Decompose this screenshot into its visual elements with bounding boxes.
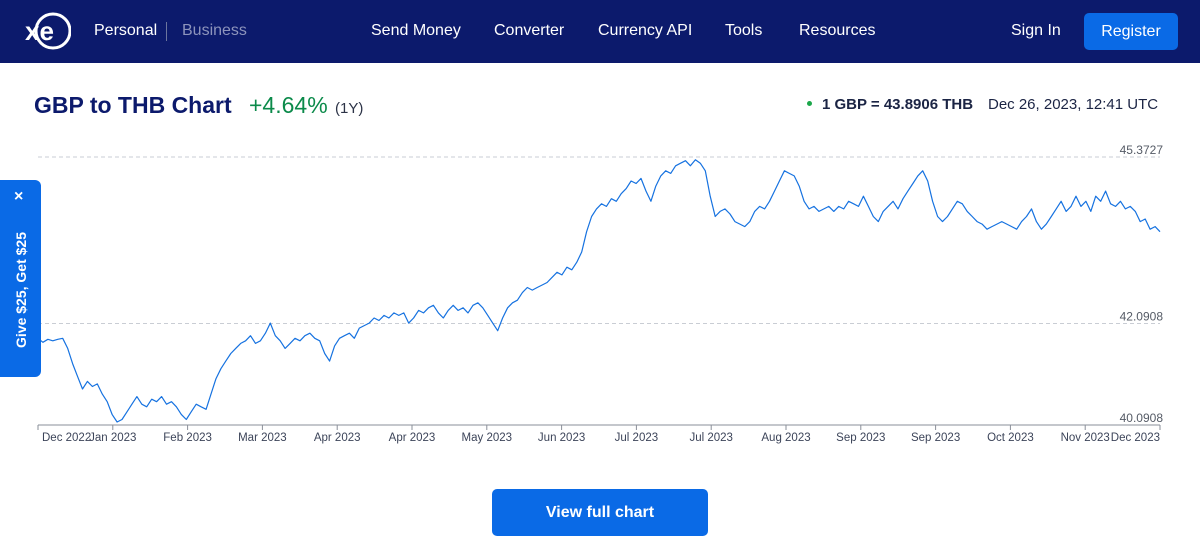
x-tick-label: Jul 2023 <box>615 432 658 444</box>
nav-divider <box>166 22 167 41</box>
chart-title: GBP to THB Chart <box>34 92 232 118</box>
y-tick-label: 40.0908 <box>1120 411 1164 425</box>
nav-tools[interactable]: Tools <box>725 22 763 39</box>
promo-text[interactable]: Give $25, Get $25 <box>13 232 29 348</box>
nav-business[interactable]: Business <box>182 22 247 39</box>
x-tick-label: Jul 2023 <box>689 432 732 444</box>
x-tick-label: Feb 2023 <box>163 432 212 444</box>
y-axis-labels: 40.0908 42.0908 45.3727 <box>1120 143 1164 425</box>
nav-converter[interactable]: Converter <box>494 22 565 39</box>
line-series-layer <box>37 159 1161 423</box>
top-nav: xe Personal Business Send Money Converte… <box>0 0 1200 63</box>
x-tick-label: May 2023 <box>462 432 513 444</box>
x-tick-label: Mar 2023 <box>238 432 287 444</box>
gbp-thb-line <box>37 159 1161 423</box>
change-period: (1Y) <box>335 100 364 117</box>
x-tick-label: Dec 2023 <box>1111 432 1160 444</box>
x-tick-label: Sep 2023 <box>836 432 885 444</box>
nav-personal[interactable]: Personal <box>94 22 158 39</box>
y-tick-label: 42.0908 <box>1120 310 1164 324</box>
xe-logo[interactable]: xe <box>21 12 71 50</box>
sign-in-link[interactable]: Sign In <box>1011 22 1061 39</box>
x-tick-label: Jun 2023 <box>538 432 585 444</box>
change-percent: +4.64% <box>249 92 328 118</box>
register-button[interactable]: Register <box>1084 13 1178 50</box>
x-axis <box>37 424 1161 430</box>
current-rate: 1 GBP = 43.8906 THB <box>822 96 974 113</box>
y-tick-label: 45.3727 <box>1120 143 1164 157</box>
x-tick-label: Sep 2023 <box>911 432 960 444</box>
x-tick-label: Dec 2022 <box>42 432 91 444</box>
x-tick-label: Apr 2023 <box>389 432 436 444</box>
nav-currency-api[interactable]: Currency API <box>598 22 693 39</box>
chart-grid <box>38 156 1160 325</box>
referral-promo-tab[interactable]: × Give $25, Get $25 <box>0 180 41 377</box>
close-icon[interactable]: × <box>14 188 24 205</box>
view-full-chart-button[interactable]: View full chart <box>492 489 708 536</box>
x-tick-label: Oct 2023 <box>987 432 1034 444</box>
svg-text:xe: xe <box>25 16 54 46</box>
nav-send-money[interactable]: Send Money <box>371 22 461 39</box>
x-tick-label: Nov 2023 <box>1061 432 1110 444</box>
rate-timestamp: Dec 26, 2023, 12:41 UTC <box>988 96 1159 113</box>
live-status-dot <box>807 101 812 106</box>
x-tick-label: Jan 2023 <box>89 432 136 444</box>
nav-resources[interactable]: Resources <box>799 22 876 39</box>
x-tick-label: Apr 2023 <box>314 432 361 444</box>
x-tick-label: Aug 2023 <box>761 432 810 444</box>
